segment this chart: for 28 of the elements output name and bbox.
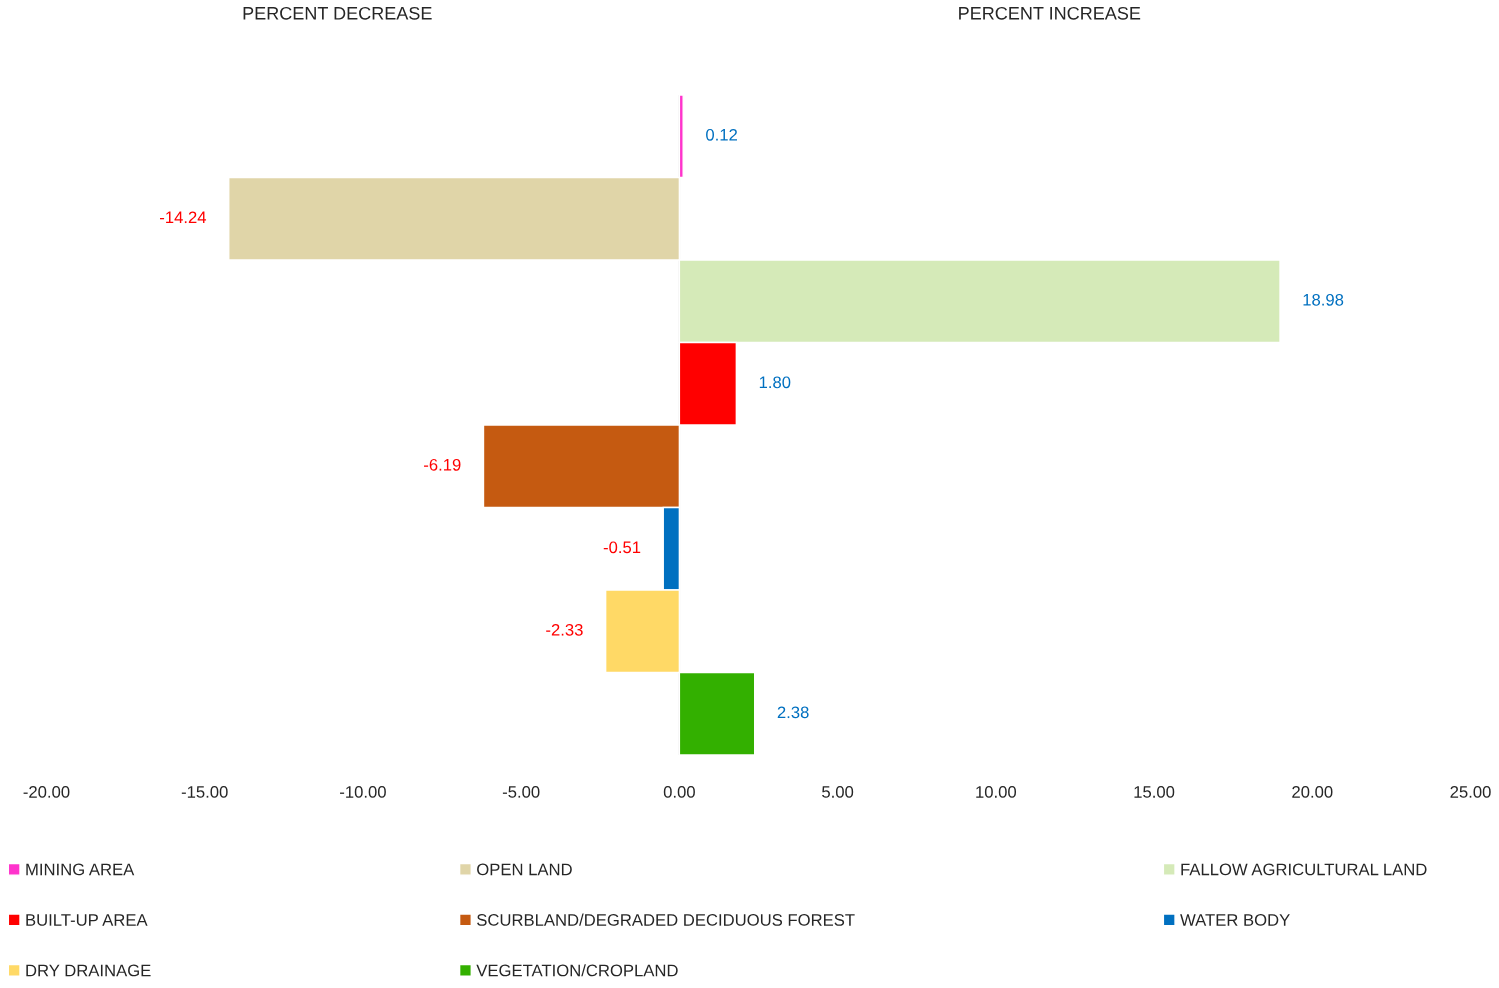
- legend-label: WATER BODY: [1180, 914, 1290, 926]
- x-tick-label: -5.00: [502, 786, 540, 798]
- text: PERCENT DECREASE: [243, 6, 432, 20]
- x-tick-label: 5.00: [822, 786, 854, 798]
- legend-label: VEGETATION/CROPLAND: [476, 964, 678, 977]
- legend-label: FALLOW AGRICULTURAL LAND: [1181, 863, 1427, 876]
- x-tick-label: 20.00: [1292, 786, 1333, 798]
- text: PERCENT INCREASE: [959, 6, 1141, 20]
- x-tick-label: -20.00: [23, 786, 70, 798]
- legend-label: BUILT-UP AREA: [26, 914, 148, 926]
- x-tick-label: 15.00: [1134, 786, 1175, 798]
- text: -14.24: [160, 211, 207, 224]
- x-tick-label: -15.00: [181, 786, 228, 798]
- legend-label: SCURBLAND/DEGRADED DECIDUOUS FOREST: [477, 913, 855, 926]
- text: 18.98: [1303, 293, 1344, 306]
- x-tick-label: 10.00: [976, 786, 1017, 798]
- x-tick-label: 25.00: [1450, 786, 1491, 798]
- x-tick-label: 0.00: [663, 786, 695, 798]
- text: -2.33: [546, 623, 583, 636]
- text: -0.51: [603, 541, 641, 554]
- text: -6.19: [424, 458, 461, 471]
- text: 2.38: [777, 706, 809, 719]
- text: 1.80: [759, 376, 791, 389]
- legend-label: DRY DRAINAGE: [26, 964, 151, 977]
- legend-label: OPEN LAND: [477, 863, 572, 876]
- text: 0.12: [706, 128, 737, 141]
- legend-label: MINING AREA: [26, 863, 135, 876]
- x-tick-label: -10.00: [340, 786, 386, 798]
